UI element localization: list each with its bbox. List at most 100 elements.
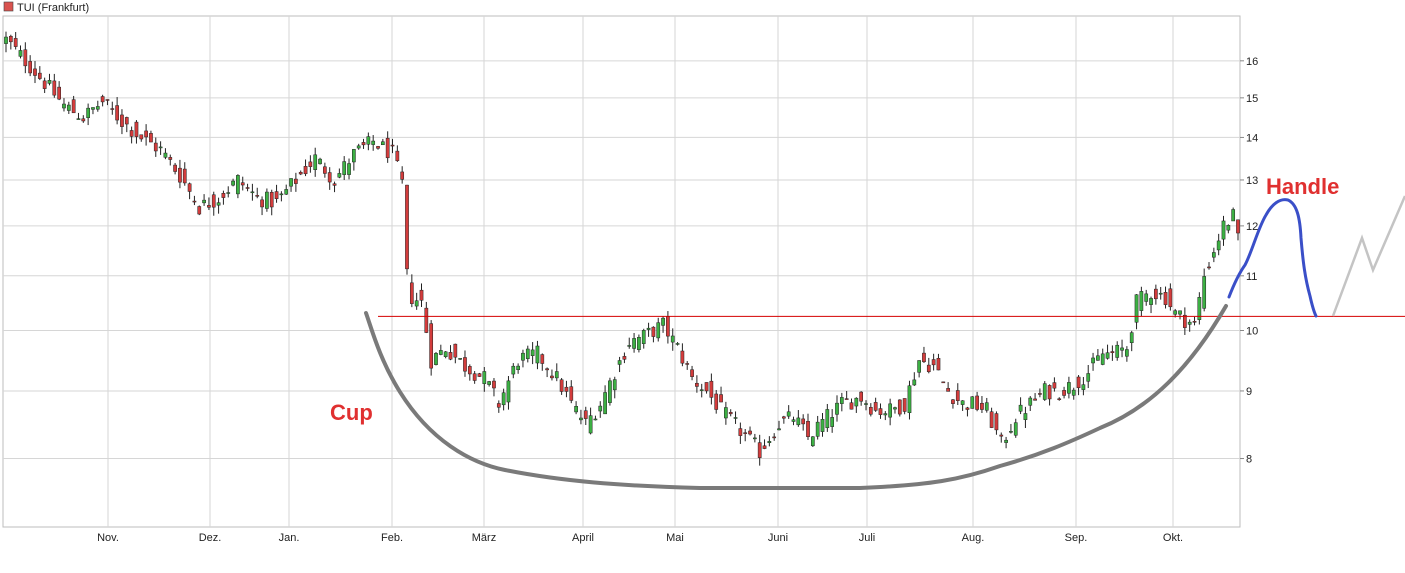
candle-body — [361, 142, 366, 146]
candle-body — [18, 50, 23, 57]
y-tick-label: 8 — [1246, 454, 1252, 466]
x-tick-label: Sep. — [1065, 532, 1088, 544]
candle-body — [1168, 288, 1173, 308]
candle-body — [955, 390, 960, 401]
candle-body — [733, 417, 738, 419]
candle-body — [695, 382, 699, 387]
candle-body — [1163, 292, 1168, 305]
candle-body — [675, 343, 680, 345]
candle-body — [801, 418, 806, 425]
y-tick-label: 10 — [1246, 325, 1258, 337]
candle-body — [1091, 357, 1095, 364]
candle-body — [1081, 384, 1086, 390]
candle-body — [1062, 390, 1066, 396]
candle-body — [1139, 291, 1144, 311]
y-tick-label: 9 — [1246, 386, 1252, 398]
candle-body — [173, 164, 177, 172]
candle-body — [810, 436, 815, 447]
overlays — [364, 195, 1405, 490]
candle-body — [405, 184, 409, 270]
candle-body — [796, 417, 801, 426]
candle-body — [951, 399, 955, 404]
candle-body — [849, 402, 854, 410]
candle-body — [28, 61, 33, 74]
y-tick-label: 16 — [1246, 56, 1258, 68]
candle-body — [1096, 355, 1100, 361]
candle-body — [265, 191, 269, 209]
candle-body — [463, 357, 467, 372]
candle-body — [178, 167, 182, 183]
candle-body — [569, 386, 574, 401]
projection-line — [1331, 195, 1405, 317]
candle-body — [37, 72, 42, 79]
candle-body — [371, 140, 376, 145]
candle-body — [859, 391, 864, 402]
x-tick-label: April — [572, 532, 594, 544]
legend-swatch — [3, 1, 14, 12]
candle-body — [1028, 397, 1033, 406]
candle-body — [1013, 422, 1018, 436]
candle-body — [651, 326, 656, 337]
candle-body — [81, 118, 86, 122]
x-tick-label: Okt. — [1163, 532, 1183, 544]
candle-body — [202, 199, 206, 204]
candle-body — [105, 99, 110, 101]
candle-body — [323, 166, 327, 174]
candle-body — [1100, 353, 1105, 365]
candle-body — [1231, 209, 1236, 222]
candle-body — [380, 141, 385, 146]
candle-body — [438, 350, 443, 355]
candle-body — [883, 413, 888, 416]
x-tick-label: Juni — [768, 532, 788, 544]
candle-body — [487, 381, 491, 385]
candle-body — [782, 416, 786, 419]
candle-body — [71, 99, 76, 114]
legend: TUI (Frankfurt) — [3, 1, 89, 14]
candle-body — [482, 371, 487, 384]
y-tick-label: 11 — [1246, 271, 1257, 283]
candle-body — [211, 194, 216, 208]
x-tick-label: Mai — [666, 532, 684, 544]
candle-body — [163, 152, 168, 158]
candle-body — [917, 360, 921, 373]
candle-body — [830, 417, 835, 427]
candle-body — [1183, 314, 1187, 328]
candle-body — [337, 173, 342, 178]
candle-body — [429, 323, 434, 369]
candle-body — [980, 402, 984, 410]
candle-body — [1018, 404, 1023, 412]
candle-body — [129, 130, 134, 137]
candle-body — [583, 410, 588, 419]
candle-body — [975, 395, 979, 410]
x-tick-label: Juli — [859, 532, 876, 544]
candle-body — [1004, 439, 1008, 443]
candle-body — [390, 144, 395, 147]
candle-body — [1052, 382, 1057, 389]
candle-body — [274, 191, 279, 199]
candle-body — [400, 171, 405, 180]
candle-body — [366, 136, 371, 145]
candle-body — [603, 392, 607, 415]
candle-body — [748, 430, 752, 435]
candle-body — [719, 394, 723, 403]
candle-body — [419, 289, 424, 301]
candle-body — [496, 403, 501, 408]
candle-body — [820, 419, 825, 432]
x-tick-label: Nov. — [97, 532, 119, 544]
candle-body — [192, 200, 197, 203]
candle-body — [347, 163, 351, 175]
candle-body — [574, 406, 578, 413]
candle-body — [395, 150, 400, 162]
candle-body — [52, 80, 57, 96]
candle-body — [839, 397, 844, 404]
candle-body — [564, 386, 569, 392]
candle-body — [641, 330, 646, 344]
candle-body — [864, 403, 868, 405]
candle-body — [922, 352, 926, 363]
candle-body — [1125, 349, 1129, 357]
candle-body — [1173, 310, 1178, 315]
candle-body — [844, 398, 849, 400]
x-tick-label: März — [472, 532, 496, 544]
candle-body — [66, 104, 71, 111]
